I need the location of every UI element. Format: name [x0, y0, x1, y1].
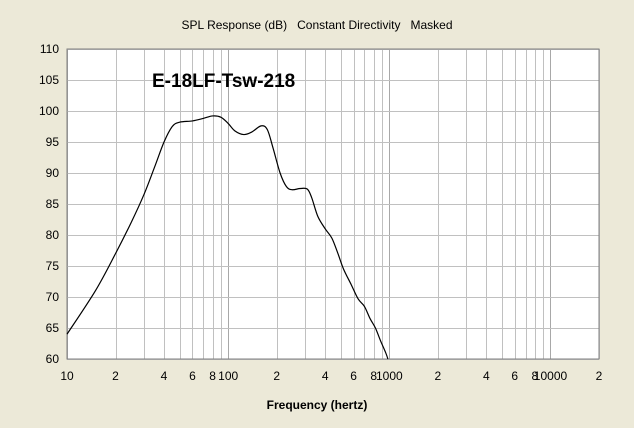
grid-lines — [67, 49, 600, 360]
y-tick-label: 100 — [39, 104, 59, 118]
x-tick-label: 8 — [209, 369, 216, 383]
y-tick-label: 110 — [40, 42, 59, 56]
y-tick-label: 80 — [46, 228, 60, 242]
y-axis-ticks: 60 65 70 75 80 85 90 95 100 105 110 — [39, 42, 59, 366]
x-tick-label: 100 — [218, 369, 238, 383]
x-tick-label: 8 — [370, 369, 377, 383]
x-tick-label: 10 — [60, 369, 74, 383]
y-tick-label: 95 — [46, 135, 60, 149]
y-tick-label: 90 — [46, 166, 60, 180]
x-tick-label: 2 — [112, 369, 119, 383]
x-tick-label: 2 — [273, 369, 280, 383]
x-axis-label: Frequency (hertz) — [267, 398, 368, 412]
series-layer — [66, 115, 389, 360]
y-tick-label: 75 — [46, 259, 60, 273]
x-tick-label: 2 — [596, 369, 603, 383]
plot-border — [66, 48, 600, 360]
x-tick-label: 6 — [511, 369, 518, 383]
y-tick-label: 70 — [46, 290, 60, 304]
y-tick-label: 65 — [46, 321, 60, 335]
x-tick-label: 8 — [532, 369, 539, 383]
y-tick-label: 105 — [39, 73, 59, 87]
x-tick-label: 4 — [322, 369, 329, 383]
x-tick-label: 10000 — [534, 369, 568, 383]
x-tick-label: 6 — [350, 369, 357, 383]
x-tick-label: 1000 — [376, 369, 403, 383]
x-tick-label: 6 — [189, 369, 196, 383]
spl-response-line — [66, 115, 389, 360]
x-tick-label: 2 — [434, 369, 441, 383]
x-tick-label: 4 — [161, 369, 168, 383]
x-tick-label: 4 — [483, 369, 490, 383]
chart-title: SPL Response (dB) Constant Directivity M… — [182, 18, 453, 32]
y-tick-label: 85 — [46, 197, 60, 211]
chart-annotation: E-18LF-Tsw-218 — [152, 71, 295, 92]
y-tick-label: 60 — [46, 352, 60, 366]
